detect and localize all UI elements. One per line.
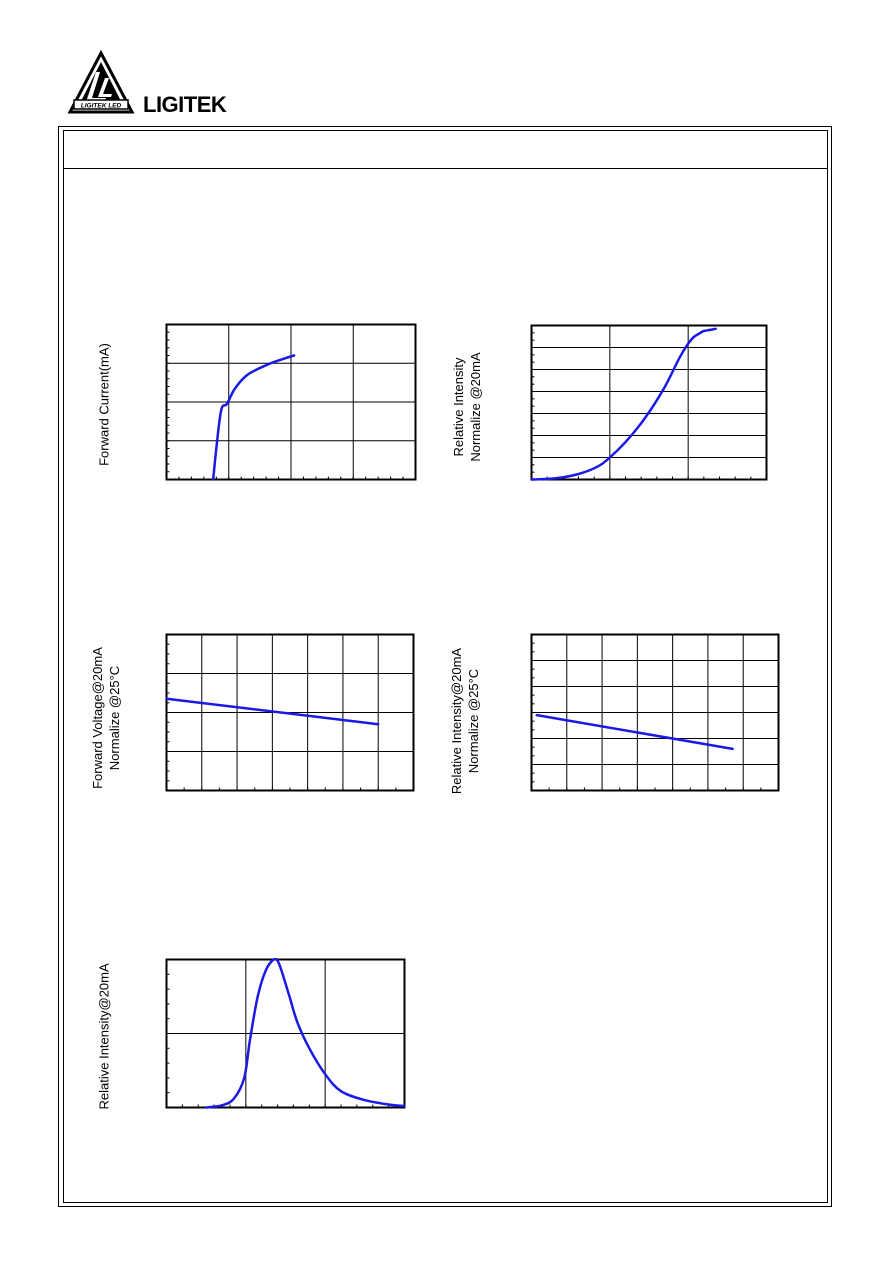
ylabel-line: Normalize @20mA xyxy=(468,352,483,462)
series-line xyxy=(165,697,380,726)
chart-spectrum-ylabel: Relative Intensity@20mA xyxy=(96,963,113,1110)
ylabel-line: Relative Intensity@20mA xyxy=(449,647,464,795)
plot-frame xyxy=(530,633,780,792)
brand-name: LIGITEK xyxy=(143,92,227,117)
chart-forward-current xyxy=(165,323,417,481)
plot-frame xyxy=(165,633,415,792)
series-line xyxy=(530,327,717,481)
chart-relative-intensity-temp xyxy=(530,633,780,792)
ylabel-line: Normalize @25°C xyxy=(466,668,481,774)
ylabel-line: Relative Intensity xyxy=(451,357,466,457)
series-line xyxy=(204,958,406,1109)
chart-forward-voltage-ylabel: Forward Voltage@20mA Normalize @25°C xyxy=(89,633,123,803)
ylabel-line: Relative Intensity@20mA xyxy=(96,963,112,1110)
svg-text:LIGITEK LED: LIGITEK LED xyxy=(81,103,122,110)
chart-relative-intensity-temp-ylabel: Relative Intensity@20mA Normalize @25°C xyxy=(448,636,482,806)
plot-frame xyxy=(530,324,768,481)
page-frame-outer xyxy=(58,126,832,1207)
ligitek-logo-icon: LIGITEK LED xyxy=(67,50,135,114)
series-line xyxy=(211,354,296,481)
page-frame-inner xyxy=(63,130,828,1203)
chart-relative-intensity-current xyxy=(530,324,768,481)
chart-forward-current-ylabel: Forward Current(mA) xyxy=(96,330,113,480)
series-line xyxy=(535,713,734,751)
plot-frame xyxy=(165,958,406,1109)
plot-frame xyxy=(165,323,417,481)
chart-spectrum xyxy=(165,958,406,1109)
chart-relative-intensity-ylabel: Relative Intensity Normalize @20mA xyxy=(450,342,484,472)
chart-forward-voltage-temp xyxy=(165,633,415,792)
ylabel-line: Forward Voltage@20mA xyxy=(90,647,105,789)
ylabel-line: Normalize @25°C xyxy=(107,665,122,771)
ylabel-line: Forward Current(mA) xyxy=(96,343,112,466)
header-divider xyxy=(63,168,828,169)
